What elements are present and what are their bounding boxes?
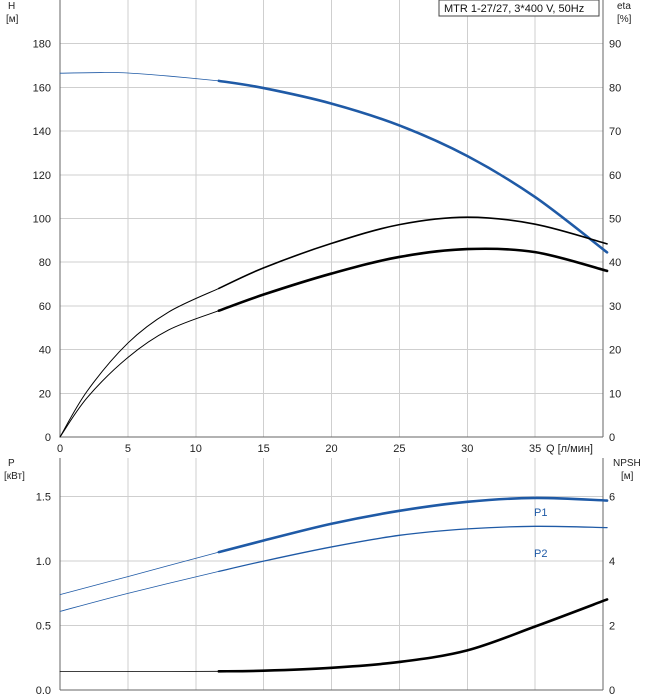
top-y-left-tick-label: 20 [39,388,51,400]
x-tick-label: 5 [125,443,131,455]
top-y-right-tick-label: 60 [609,170,621,182]
bottom-y-left-tick-label: 1.5 [36,492,51,504]
series-label-p2: P2 [534,548,547,560]
top-y-left-tick-label: 160 [33,82,51,94]
top-y-right-tick-label: 50 [609,214,621,226]
top-series-0-extrapolated [59,72,220,82]
top-y-left-tick-label: 100 [33,214,51,226]
top-series-2-extrapolated [59,310,220,438]
x-tick-label: 15 [258,443,270,455]
top-series-2-curve [217,247,609,313]
x-tick-label: 10 [190,443,202,455]
bottom-y-right-unit: [м] [621,471,634,482]
top-series-1-curve [218,216,608,290]
top-y-left-tick-label: 180 [33,39,51,51]
bottom-y-left-unit: [кВт] [4,471,25,482]
top-series-0-curve [217,79,609,254]
bottom-series-0-extrapolated [59,551,220,596]
bottom-y-right-tick-label: 4 [609,556,615,568]
bottom-y-left-tick-label: 1.0 [36,556,51,568]
bottom-series-2-curve [217,598,609,673]
top-y-left-tick-label: 140 [33,126,51,138]
bottom-y-right-tick-label: 2 [609,621,615,633]
bottom-y-left-tick-label: 0.5 [36,621,51,633]
top-y-right-tick-label: 0 [609,432,615,444]
bottom-y-left-tick-label: 0.0 [36,685,51,697]
top-series-1-extrapolated [59,287,220,438]
top-y-left-tick-label: 40 [39,345,51,357]
top-y-left-title: H [8,1,15,12]
top-y-right-tick-label: 30 [609,301,621,313]
top-y-right-unit: [%] [617,14,632,25]
x-tick-label: 0 [57,443,63,455]
bottom-series-1-curve [218,525,608,573]
bottom-y-left-title: P [8,458,15,469]
x-tick-label: 25 [393,443,405,455]
top-y-left-unit: [м] [6,14,19,25]
title-box [438,0,600,17]
top-y-left-tick-label: 0 [45,432,51,444]
bottom-y-right-tick-label: 0 [609,685,615,697]
top-y-left-tick-label: 120 [33,170,51,182]
series-label-p1: P1 [534,507,547,519]
top-y-left-tick-label: 60 [39,301,51,313]
x-tick-label: 35 [529,443,541,455]
top-y-right-tick-label: 20 [609,345,621,357]
x-axis-title: Q [л/мин] [546,443,593,455]
bottom-series-0-curve [217,496,609,554]
chart-title: MTR 1-27/27, 3*400 V, 50Hz [444,3,584,15]
top-y-left-tick-label: 80 [39,257,51,269]
x-tick-label: 30 [461,443,473,455]
bottom-y-right-title: NPSH [613,458,641,469]
top-y-right-tick-label: 90 [609,39,621,51]
bottom-series-1-extrapolated [59,571,220,612]
bottom-y-right-tick-label: 6 [609,492,615,504]
top-y-right-tick-label: 40 [609,257,621,269]
top-y-right-tick-label: 70 [609,126,621,138]
top-y-right-tick-label: 80 [609,82,621,94]
top-y-right-tick-label: 10 [609,388,621,400]
x-tick-label: 20 [325,443,337,455]
top-y-right-title: eta [617,1,631,12]
